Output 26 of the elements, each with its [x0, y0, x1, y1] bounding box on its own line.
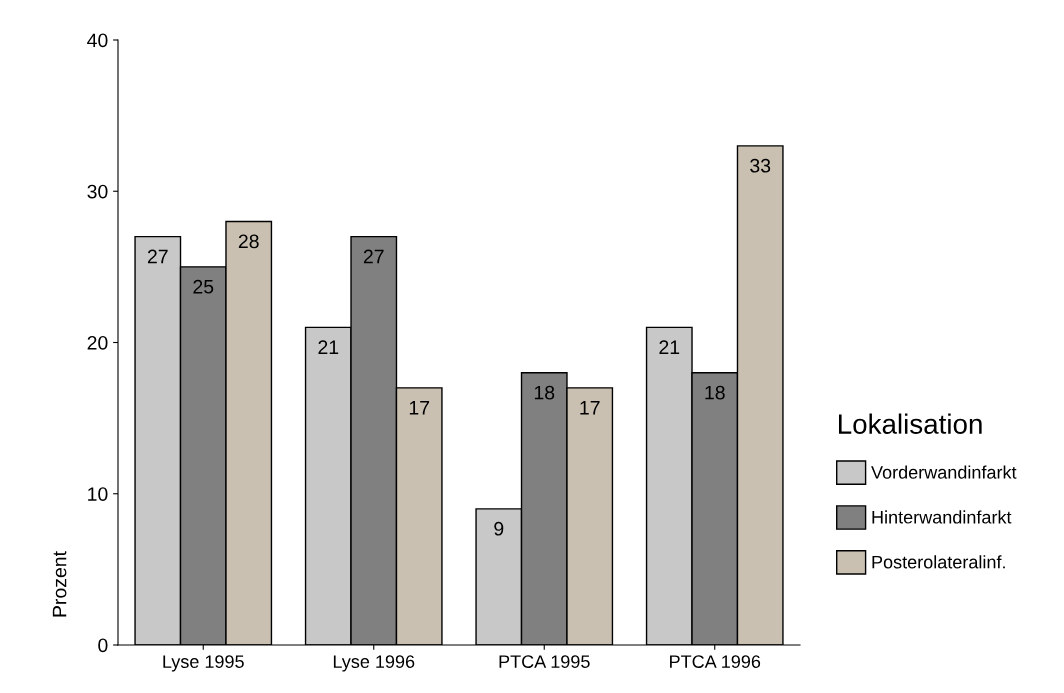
data-label: 27	[147, 249, 168, 264]
legend-label: Vorderwandinfarkt	[871, 465, 1017, 479]
y-tick-label: 40	[87, 33, 108, 48]
x-tick-label: Lyse 1996	[333, 655, 415, 672]
x-tick-label: PTCA 1995	[499, 655, 590, 668]
data-label: 18	[705, 385, 725, 400]
data-label: 27	[363, 249, 384, 264]
data-label: 17	[580, 401, 600, 415]
y-axis-title: Prozent	[52, 551, 67, 617]
data-label: 18	[534, 385, 555, 400]
legend-label: Hinterwandinfarkt	[872, 510, 1012, 524]
legend-title: Lokalisation	[838, 413, 982, 434]
data-label: 28	[238, 234, 259, 249]
x-tick-label: PTCA 1996	[670, 655, 761, 668]
x-tick-label: Lyse 1995	[163, 655, 244, 672]
y-tick-label: 10	[88, 487, 108, 501]
data-label: 25	[193, 279, 214, 294]
y-tick-label: 0	[98, 638, 108, 653]
data-label: 21	[659, 340, 680, 354]
data-label: 33	[750, 158, 771, 173]
y-tick-label: 30	[87, 184, 108, 199]
data-label: 9	[494, 521, 504, 536]
y-tick-label: 20	[87, 335, 108, 350]
data-label: 17	[409, 401, 430, 415]
data-label: 21	[318, 340, 339, 354]
legend-label: Posterolateralinf.	[872, 555, 1005, 569]
